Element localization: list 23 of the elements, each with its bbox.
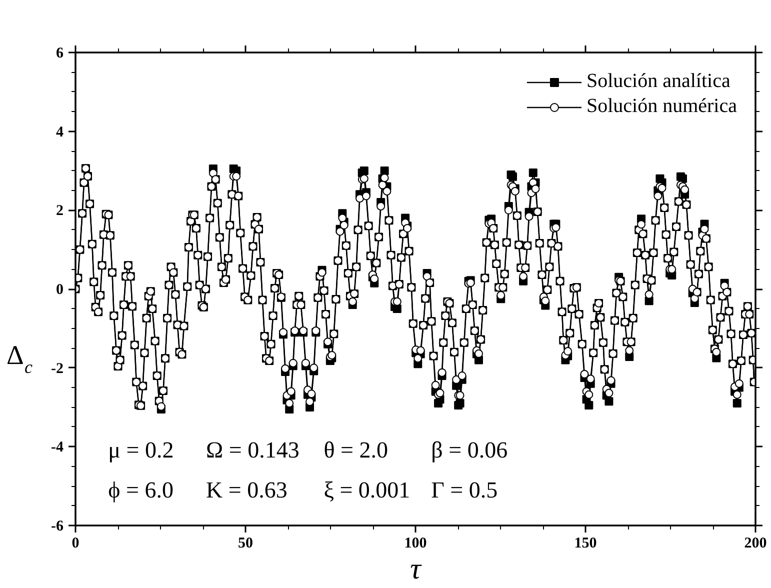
annotation: ϕ = 6.0 (108, 478, 174, 503)
y-tick-label: 4 (56, 124, 64, 140)
y-tick-label: 2 (56, 203, 64, 220)
y-tick-label: -4 (51, 440, 64, 456)
x-tick-label: 150 (574, 536, 597, 552)
annotation: θ = 2.0 (324, 437, 388, 462)
y-tick-label: 0 (56, 282, 64, 298)
x-tick-label: 100 (404, 536, 427, 552)
annotation: K = 0.63 (206, 478, 288, 503)
y-tick-label: -6 (51, 518, 64, 534)
annotation: Ω = 0.143 (206, 437, 300, 462)
annotation: ξ = 0.001 (324, 478, 410, 503)
legend-label: Solución numérica (586, 95, 737, 118)
x-tick-label: 0 (72, 536, 80, 552)
y-tick-label: 6 (56, 46, 64, 62)
legend-label: Solución analítica (586, 70, 730, 93)
x-tick-label: 50 (238, 536, 253, 552)
annotation: Γ = 0.5 (431, 478, 498, 503)
annotation: β = 0.06 (431, 437, 508, 462)
annotation: μ = 0.2 (108, 437, 174, 462)
x-tick-label: 200 (744, 536, 767, 552)
x-axis-title: τ (410, 552, 422, 586)
y-tick-label: -2 (51, 360, 64, 377)
